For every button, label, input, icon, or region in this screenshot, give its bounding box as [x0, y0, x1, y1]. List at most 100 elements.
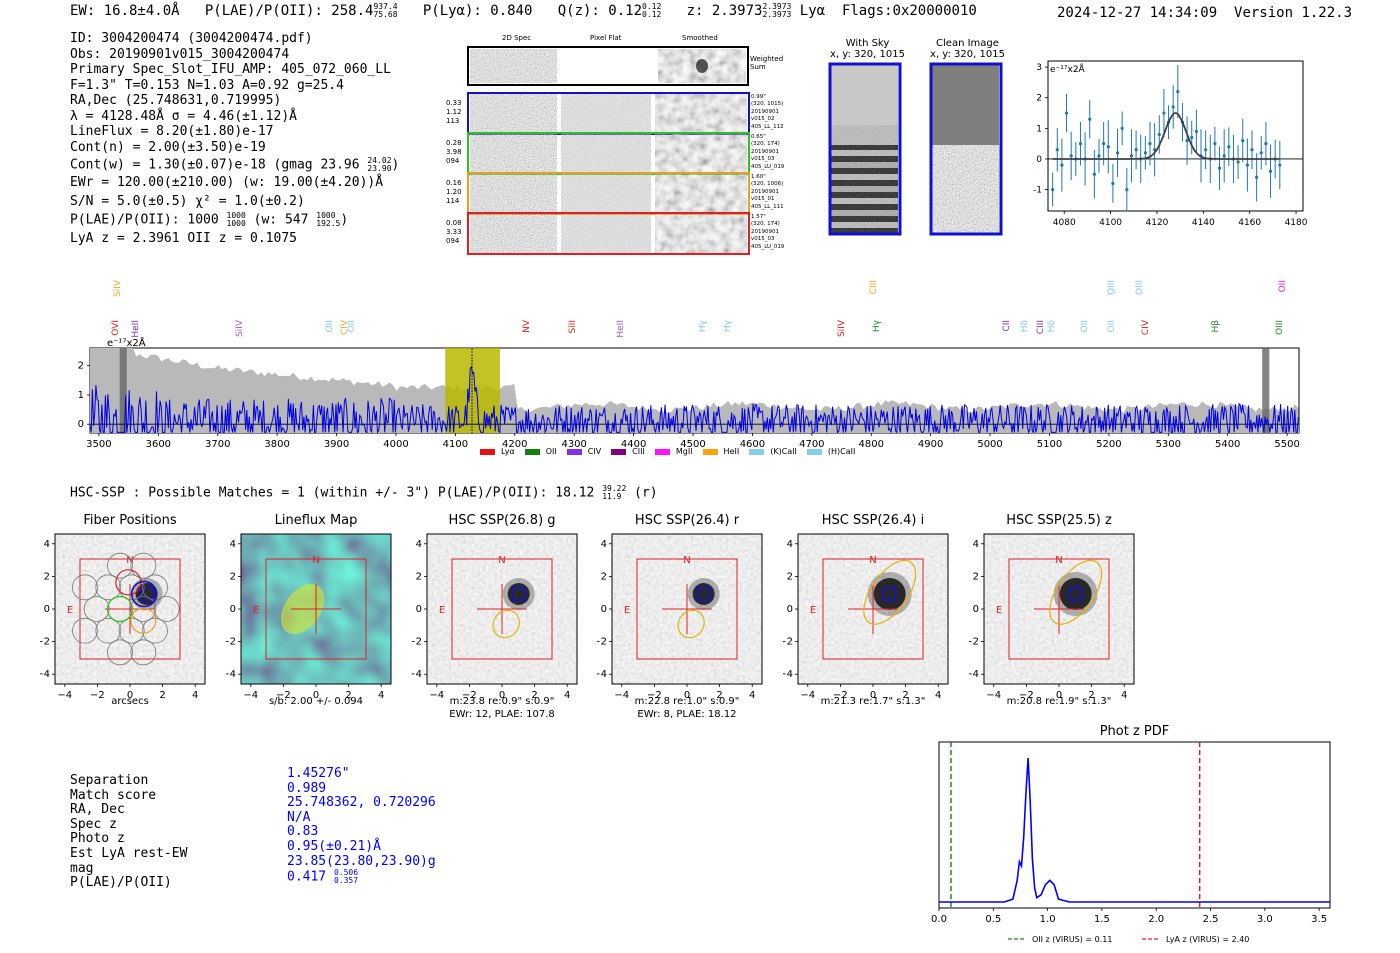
- line-label: OIII: [1135, 280, 1145, 296]
- fiber-circle: [107, 552, 133, 579]
- photz-frame: [938, 741, 1331, 909]
- line-label: Hγ: [698, 320, 708, 333]
- east-label: E: [253, 605, 259, 616]
- row2-right-4: 405_LU_019: [751, 163, 785, 170]
- hsc-y-tick-label: 0: [787, 604, 793, 615]
- spectrum-x-tick-label: 5500: [1274, 439, 1299, 450]
- header-qz: Q(z): 0.12: [557, 3, 643, 19]
- hsc-x-tick-label: 4: [749, 690, 755, 701]
- spectrum-legend: Lyα OII CIV CIII MgII HeII (K)CaII (H)CaII: [480, 447, 865, 456]
- row2-right-2: 20190901: [751, 148, 779, 155]
- match-label-radec: RA, Dec: [70, 802, 125, 818]
- target-box: [696, 587, 711, 601]
- hsc-panel-caption: m:20.8 re:1.9" s:1.3": [1006, 696, 1112, 707]
- spectrum-x-tick-label: 3900: [324, 439, 349, 450]
- hsc-x-tick-label: 0: [127, 690, 133, 701]
- zoom-plot-frame: [1047, 60, 1304, 212]
- legend-swatch: [524, 448, 540, 455]
- header-z: z: 2.3973: [686, 3, 763, 19]
- spectrum-y-tick-label: 0: [78, 419, 84, 430]
- aperture-box: [636, 558, 738, 660]
- zoom-data-point: [1255, 175, 1259, 179]
- spectrum-x-tick-label: 5300: [1156, 439, 1181, 450]
- legend-swatch: [654, 448, 670, 455]
- hsc-panel-title: HSC SSP(25.5) z: [1006, 513, 1112, 528]
- row4-left-1: 3.33: [446, 228, 462, 236]
- info-fparams: F=1.3" T=0.153 N=1.03 A=0.92 g=25.4: [70, 77, 344, 93]
- info-lineflux: LineFlux = 8.20(±1.80)e-17: [70, 124, 274, 139]
- hsc-y-tick-label: 2: [230, 571, 236, 582]
- detection-info: ID: 3004200474 (3004200474.pdf) Obs: 201…: [70, 31, 399, 247]
- hsc-y-tick-label: 0: [973, 604, 979, 615]
- cutout-images: [467, 46, 750, 255]
- row4-right: 1.57" (320, 174) 20190901 v015_03 405_LU_019: [751, 214, 784, 251]
- row1-right-3: v015_02: [751, 116, 775, 123]
- hsc-y-tick-label: −4: [40, 669, 50, 680]
- info-obs: Obs: 20190901v015_3004200474: [70, 46, 290, 62]
- line-label: OIII: [1275, 320, 1285, 336]
- hsc-x-tick-label: −4: [243, 690, 258, 701]
- north-label: N: [498, 555, 505, 566]
- cutout-row-2: [467, 132, 750, 175]
- hsc-x-tick-label: 4: [378, 690, 384, 701]
- hsc-summary: HSC-SSP : Possible Matches = 1 (within +…: [70, 485, 658, 501]
- photz-title: Phot z PDF: [1099, 724, 1170, 739]
- hsc-panel-title: HSC SSP(26.8) g: [448, 513, 556, 528]
- spectrum-x-tick-label: 5100: [1037, 439, 1062, 450]
- photz-x-ticks: 0.0 0.5 1.0 1.5 2.0 2.5 3.0 3.5: [931, 908, 1327, 925]
- hsc-y-tick-label: 0: [416, 604, 422, 615]
- hsc-summary-hi: 39.22: [602, 484, 627, 493]
- zoom-data-point: [1143, 151, 1147, 155]
- zoom-data-point: [1115, 151, 1120, 155]
- zoom-data-point: [1148, 142, 1152, 146]
- legend-swatch: [611, 448, 627, 455]
- info-plae-w-lo: 192.5: [316, 219, 341, 228]
- match-label-score: Match score: [70, 787, 157, 803]
- legend-label: HeII: [723, 447, 740, 456]
- hsc-y-tick-label: −2: [412, 637, 422, 648]
- north-label: N: [1055, 555, 1062, 566]
- legend-item: MgII: [654, 447, 693, 456]
- info-contw-lo: 23.90: [367, 164, 392, 173]
- hsc-panels: Fiber Positions N E −4 −4 −2 −2 0 0 2 2 4 4 arcsecs Li…: [0, 510, 1400, 725]
- hsc-x-tick-label: 2: [1088, 690, 1094, 701]
- col-title-pixelflat: Pixel Flat: [590, 34, 622, 42]
- hsc-x-tick-label: 2: [531, 690, 537, 701]
- info-plae-end: ): [340, 212, 349, 228]
- hsc-summary-end: (r): [634, 485, 658, 501]
- hsc-panel-image: N E −4 −4 −2 −2 0 0 2 2 4 4: [226, 533, 392, 701]
- aperture-box: [1008, 558, 1110, 660]
- match-value-specz: N/A: [287, 809, 311, 825]
- photz-legend-lya: LyA z (VIRUS) = 2.40: [1166, 935, 1249, 944]
- aperture-ellipse: [492, 609, 520, 639]
- hsc-y-tick-label: −2: [783, 637, 793, 648]
- photz-legend-oii: OII z (VIRUS) = 0.11: [1032, 935, 1112, 944]
- row4-right-0: 1.57": [751, 214, 766, 220]
- hsc-y-tick-label: 4: [230, 539, 236, 550]
- galaxy-core: [1059, 578, 1092, 610]
- info-contw-hi: 24.02: [367, 156, 392, 165]
- edge-mask-right: [1262, 348, 1270, 433]
- cutout-row-3: [467, 172, 750, 215]
- line-label: OII: [347, 320, 357, 333]
- galaxy-core: [873, 578, 906, 610]
- zoom-y-tick-label: 0: [1036, 155, 1042, 165]
- hsc-y-tick-label: −2: [40, 637, 50, 648]
- match-label-mag: mag: [70, 860, 94, 876]
- row4-right-1: (320, 174): [751, 221, 780, 228]
- photz-plot: 0.0 0.5 1.0 1.5 2.0 2.5 3.0 3.5 OII z (VIRUS) =…: [931, 741, 1331, 944]
- aperture-box: [451, 558, 553, 660]
- line-label: CII: [1002, 320, 1012, 332]
- hsc-y-tick-label: 2: [416, 571, 422, 582]
- spectrum-x-tick-label: 3500: [86, 439, 111, 450]
- header-version: Version 1.22.3: [1234, 5, 1353, 21]
- zoom-data-point: [1162, 111, 1166, 115]
- legend-item: CIII: [611, 447, 645, 456]
- zoom-data-point: [1278, 163, 1282, 167]
- zoom-data-point: [1217, 166, 1222, 170]
- hsc-y-tick-label: −4: [969, 669, 979, 680]
- zoom-data-point: [1194, 129, 1198, 134]
- header-bar: EW: 16.8±4.0Å P(LAE)/P(OII): 258.4 937.4 7…: [70, 3, 977, 20]
- target-box: [1068, 587, 1083, 601]
- row4-left-0: 0.08: [446, 219, 462, 227]
